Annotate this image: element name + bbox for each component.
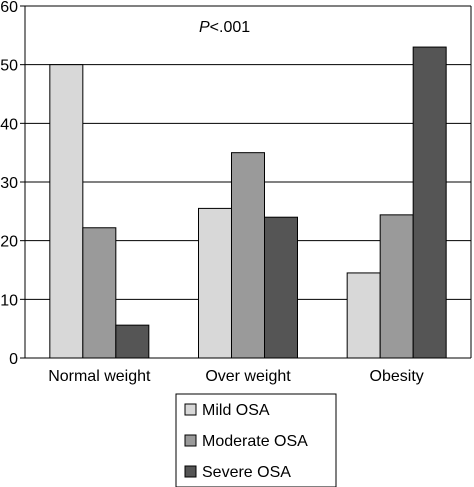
- legend-box: [175, 393, 337, 487]
- bar-over-weight-severe-osa: [264, 216, 298, 359]
- legend-label-severe-osa: Severe OSA: [202, 464, 291, 481]
- y-tick-label-0: 0: [9, 351, 18, 368]
- bar-over-weight-moderate-osa: [231, 152, 265, 359]
- category-labels: Normal weight Over weight Obesity: [48, 368, 424, 385]
- bar-obesity-mild-osa: [346, 272, 381, 359]
- legend-swatch-mild-osa: [184, 403, 197, 416]
- y-tick-label-10: 10: [0, 292, 18, 309]
- bar-normal-weight-mild-osa: [49, 64, 84, 359]
- bar-normal-weight-moderate-osa: [82, 227, 117, 359]
- category-label-obesity: Obesity: [370, 368, 424, 385]
- p-value-annotation: P<.001: [199, 19, 250, 36]
- legend-label-mild-osa: Mild OSA: [202, 402, 270, 419]
- category-label-over-weight: Over weight: [205, 368, 291, 385]
- legend-swatch-moderate-osa: [184, 434, 197, 447]
- bar-over-weight-mild-osa: [198, 207, 232, 359]
- bar-normal-weight-severe-osa: [115, 324, 150, 359]
- y-tick-labels: 0 10 20 30 40 50 60: [0, 0, 18, 368]
- legend: Mild OSA Moderate OSA Severe OSA: [184, 402, 308, 481]
- y-tick-label-60: 60: [0, 0, 18, 16]
- legend-swatch-severe-osa: [184, 465, 197, 478]
- y-tick-label-20: 20: [0, 234, 18, 251]
- y-tick-label-30: 30: [0, 175, 18, 192]
- legend-label-moderate-osa: Moderate OSA: [202, 433, 308, 450]
- category-label-normal-weight: Normal weight: [48, 368, 151, 385]
- y-tick-label-40: 40: [0, 116, 18, 133]
- bar-obesity-moderate-osa: [379, 214, 414, 359]
- bars: [49, 46, 447, 359]
- y-tick-label-50: 50: [0, 58, 18, 75]
- bar-obesity-severe-osa: [412, 46, 447, 359]
